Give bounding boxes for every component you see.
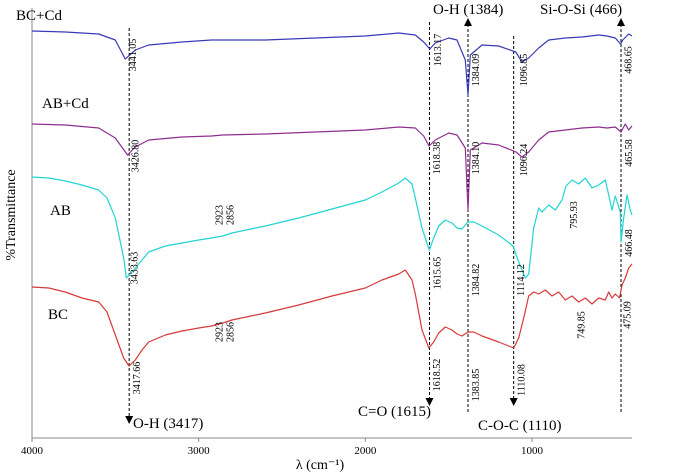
x-ticks: 4000 3000 2000 1000 [21,438,544,457]
annotation-label-si-o-si-466: Si-O-Si (466) [540,2,622,18]
peak-label-3417-66: 3417.66 [132,362,143,395]
x-tick-label: 4000 [21,445,44,457]
annotation-label-c-o-c-1110: C-O-C (1110) [478,418,561,434]
peak-label-1384-10: 1384.10 [471,142,482,175]
x-tick-label: 2000 [354,445,377,457]
peak-label-1618-38: 1618.38 [432,142,443,175]
series-label-ab-cd: AB+Cd [42,96,89,112]
annotation-labels: O-H (3417) C=O (1615) O-H (1384) C-O-C (111… [133,2,622,434]
series-label-bc-cd: BC+Cd [16,8,62,24]
x-tick-label: 3000 [188,445,211,457]
axes [31,8,632,439]
peak-label-2856: 2856 [226,322,237,342]
x-axis-label: λ (cm⁻¹) [296,458,345,473]
peak-labels: 3441.05 1613.17 1384.09 1096.85 468.65 3426.8… [128,34,635,402]
peak-label-1618-52: 1618.52 [432,359,443,392]
series-label-bc: BC [48,307,68,323]
peak-label-1613-17: 1613.17 [433,34,444,67]
series-label-ab: AB [50,203,71,219]
peak-label-466-48: 466.48 [624,229,635,257]
annotation-label-c-o-1615: C=O (1615) [358,404,431,420]
series-line-ab [31,176,633,279]
peak-label-3441-05: 3441.05 [128,39,139,72]
peak-label-1096-24: 1096.24 [519,144,530,177]
annotation-arrows [125,18,625,424]
peak-label-1110-08: 1110.08 [517,364,528,396]
peak-label-3433-63: 3433.63 [129,252,140,285]
peak-label-1114-12: 1114.12 [516,264,527,296]
peak-label-475-09: 475.09 [623,301,634,329]
series-line-ab-cd [31,123,633,211]
y-axis-label: %Transmittance [4,169,19,260]
peak-label-2856: 2856 [226,205,237,225]
peak-label-1384-82: 1384.82 [471,264,482,297]
annotation-label-o-h-3417: O-H (3417) [133,416,203,432]
series-line-bc [31,263,633,367]
annotation-label-o-h-1384: O-H (1384) [433,2,503,18]
peak-label-2923: 2923 [215,205,226,225]
peak-label-2923: 2923 [215,322,226,342]
peak-label-1096-85: 1096.85 [519,54,530,87]
x-tick-label: 1000 [521,445,544,457]
series-labels: BC+Cd AB+Cd AB BC [16,8,89,323]
peak-label-795-93: 795.93 [569,201,580,229]
series-line-bc-cd [31,30,633,96]
peak-label-1384-09: 1384.09 [471,54,482,87]
peak-label-1383-85: 1383.85 [471,369,482,402]
peak-label-468-65: 468.65 [624,46,635,74]
spectra [31,30,633,367]
peak-label-1615-65: 1615.65 [432,257,443,290]
peak-label-3426-80: 3426.80 [131,140,142,173]
peak-label-749-85: 749.85 [577,311,588,339]
peak-label-465-58: 465.58 [624,139,635,167]
